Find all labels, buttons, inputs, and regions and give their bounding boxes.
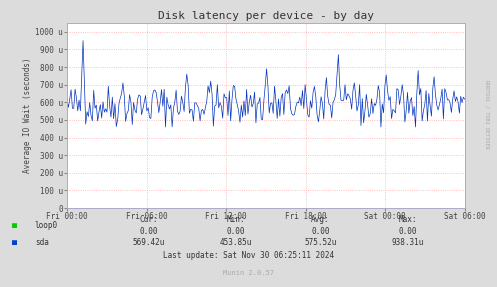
Text: loop0: loop0 (35, 221, 58, 230)
Text: Munin 2.0.57: Munin 2.0.57 (223, 270, 274, 276)
sda (302, 83, 308, 86)
sda (310, 91, 316, 94)
loop0 (462, 206, 468, 210)
Text: 453.85u: 453.85u (220, 238, 252, 247)
Y-axis label: Average IO Wait (seconds): Average IO Wait (seconds) (23, 58, 32, 173)
Text: 938.31u: 938.31u (391, 238, 424, 247)
Text: 575.52u: 575.52u (304, 238, 337, 247)
Text: Min:: Min: (227, 215, 246, 224)
loop0 (308, 206, 314, 210)
Text: RRDTOOL / TOBI OETIKER: RRDTOOL / TOBI OETIKER (485, 80, 490, 149)
loop0 (64, 206, 70, 210)
loop0 (301, 206, 307, 210)
sda (64, 99, 70, 102)
Text: ■: ■ (12, 238, 17, 247)
sda (66, 106, 72, 109)
Line: sda: sda (67, 40, 465, 127)
Text: Max:: Max: (398, 215, 417, 224)
loop0 (399, 206, 405, 210)
Text: 0.00: 0.00 (140, 226, 159, 236)
sda (427, 104, 433, 107)
sda (163, 125, 168, 129)
Text: 0.00: 0.00 (227, 226, 246, 236)
loop0 (66, 206, 72, 210)
sda (462, 98, 468, 101)
Text: 0.00: 0.00 (398, 226, 417, 236)
Text: 569.42u: 569.42u (133, 238, 166, 247)
Text: ■: ■ (12, 221, 17, 230)
Text: Cur:: Cur: (140, 215, 159, 224)
loop0 (424, 206, 430, 210)
Text: sda: sda (35, 238, 49, 247)
loop0 (300, 206, 306, 210)
Text: Avg:: Avg: (311, 215, 330, 224)
Text: 0.00: 0.00 (311, 226, 330, 236)
sda (304, 98, 310, 101)
sda (402, 120, 408, 124)
sda (80, 39, 86, 42)
Title: Disk latency per device - by day: Disk latency per device - by day (158, 11, 374, 21)
Text: Last update: Sat Nov 30 06:25:11 2024: Last update: Sat Nov 30 06:25:11 2024 (163, 251, 334, 260)
